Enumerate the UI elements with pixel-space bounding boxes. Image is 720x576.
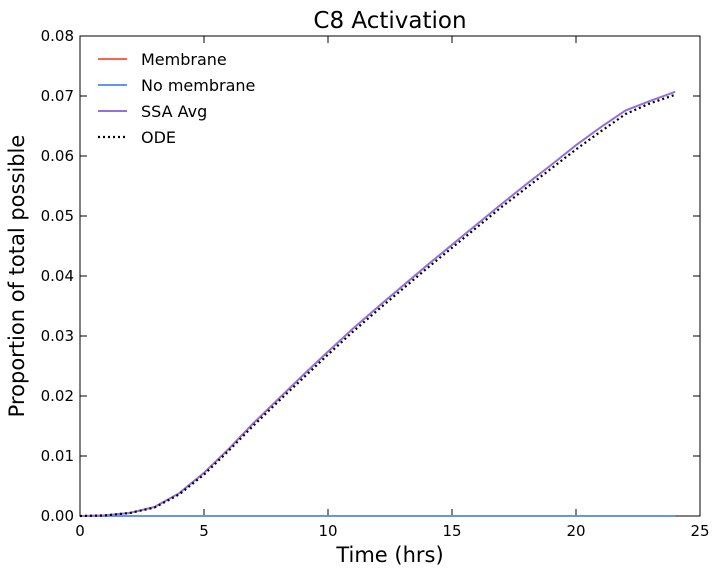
y-tick-label: 0.08 (41, 27, 74, 45)
x-axis: 0 5 10 15 20 25 (75, 36, 710, 540)
y-tick-label: 0.02 (41, 387, 74, 405)
legend-label: ODE (141, 128, 176, 147)
x-tick-label: 5 (199, 522, 209, 540)
y-axis: 0.00 0.01 0.02 0.03 0.04 0.05 0.06 0.07 0.08 (41, 27, 700, 525)
y-tick-label: 0.06 (41, 147, 74, 165)
y-axis-title: Proportion of total possible (5, 135, 29, 418)
x-tick-label: 15 (442, 522, 461, 540)
x-tick-label: 10 (318, 522, 337, 540)
y-tick-label: 0.03 (41, 327, 74, 345)
series-line-ssa-avg (79, 90, 676, 517)
x-axis-title: Time (hrs) (335, 543, 443, 567)
x-tick-label: 25 (690, 522, 709, 540)
legend: Membrane No membrane SSA Avg ODE (98, 50, 255, 147)
y-tick-label: 0.07 (41, 87, 74, 105)
y-tick-label: 0.04 (41, 267, 74, 285)
y-tick-label: 0.00 (41, 507, 74, 525)
y-tick-label: 0.01 (41, 447, 74, 465)
y-tick-label: 0.05 (41, 207, 74, 225)
x-tick-label: 20 (566, 522, 585, 540)
legend-label: SSA Avg (141, 102, 207, 121)
chart-title: C8 Activation (313, 8, 466, 34)
legend-label: No membrane (141, 76, 255, 95)
series-layer (79, 90, 676, 518)
legend-label: Membrane (141, 50, 227, 69)
x-tick-label: 0 (75, 522, 85, 540)
series-line-ode (79, 93, 676, 518)
